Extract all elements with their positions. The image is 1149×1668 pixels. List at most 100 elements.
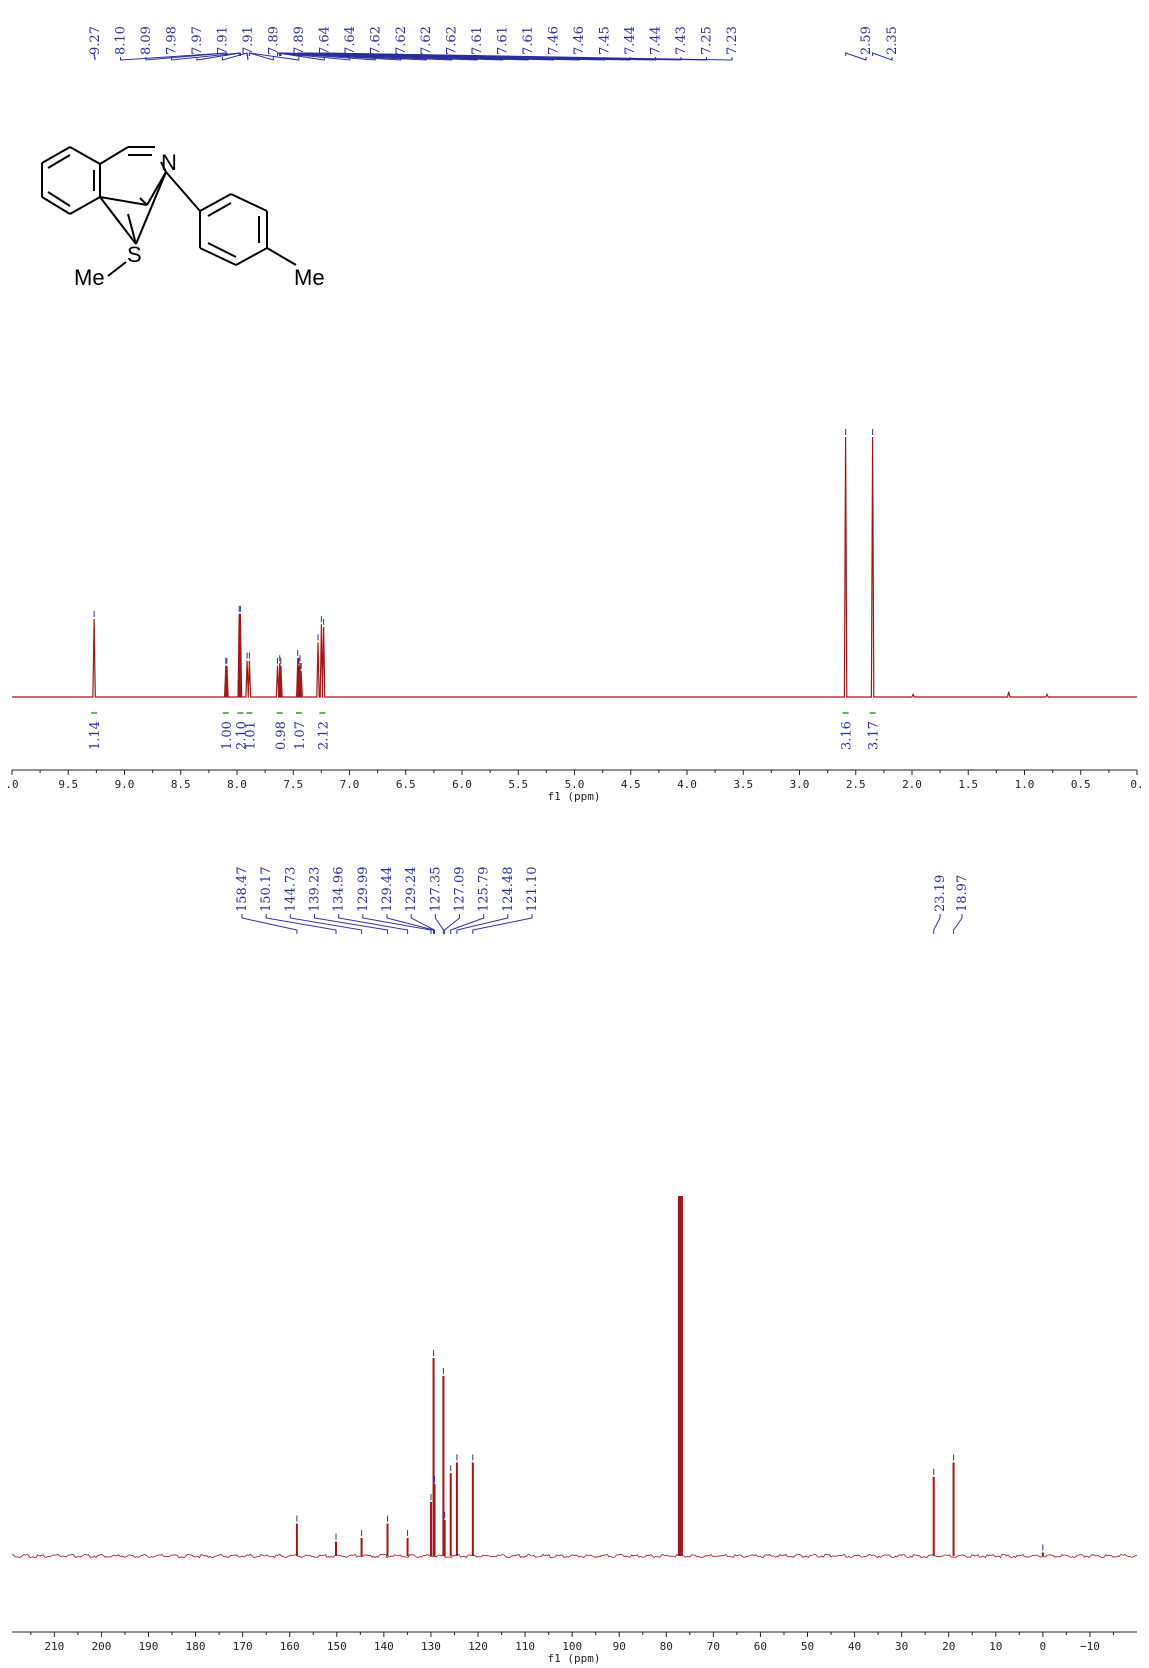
atom-sulfur: S bbox=[127, 242, 142, 267]
integral-label: 2.12 bbox=[317, 721, 332, 750]
x-tick-label: 60 bbox=[754, 1640, 767, 1653]
x-tick-label: 9.0 bbox=[115, 778, 135, 791]
peak-label: 121.10 bbox=[525, 867, 540, 913]
x-tick-label: 70 bbox=[707, 1640, 720, 1653]
peak-label: 8.09 bbox=[139, 26, 154, 55]
peak-connector bbox=[93, 52, 96, 61]
peak-label: 7.44 bbox=[623, 26, 638, 55]
x-tick-label: 200 bbox=[91, 1640, 111, 1653]
x-tick-label: 4.0 bbox=[677, 778, 697, 791]
carbon-nmr-spectrum: 158.47 150.17 144.73 139.23 134.96 129.99 129.… bbox=[11, 867, 1138, 1665]
peak-label: 139.23 bbox=[308, 867, 323, 913]
peak-label: 9.27 bbox=[88, 26, 103, 55]
x-tick-label: 8.0 bbox=[227, 778, 247, 791]
peak-label: 7.64 bbox=[343, 26, 358, 55]
x-tick-label: 210 bbox=[44, 1640, 64, 1653]
peak-label: 7.61 bbox=[496, 26, 511, 55]
peak-connector bbox=[314, 914, 388, 934]
peak-label: 158.47 bbox=[235, 867, 250, 913]
peak-label: 129.99 bbox=[356, 867, 371, 913]
x-tick-label: 9.5 bbox=[58, 778, 78, 791]
integral-label: 0.98 bbox=[274, 721, 289, 750]
x-tick-label: 7.0 bbox=[340, 778, 360, 791]
peak-connector bbox=[289, 914, 363, 934]
integral-label: 3.17 bbox=[867, 721, 882, 750]
peak-label: 129.44 bbox=[380, 867, 395, 913]
peak-label: 7.97 bbox=[190, 26, 205, 55]
x-tick-label: 1.0 bbox=[1015, 778, 1035, 791]
peak-connector bbox=[265, 914, 337, 934]
spectrum-trace bbox=[12, 436, 1137, 698]
peak-connector bbox=[845, 52, 867, 61]
x-tick-label: 4.5 bbox=[621, 778, 641, 791]
x-tick-label: 120 bbox=[468, 1640, 488, 1653]
x-tick-label: 2.5 bbox=[846, 778, 866, 791]
peak-label: 2.35 bbox=[885, 26, 900, 55]
x-tick-label: 6.5 bbox=[396, 778, 416, 791]
peak-label: 7.46 bbox=[547, 26, 562, 55]
peak-label: 127.35 bbox=[428, 867, 443, 913]
integral-label: 2.10 bbox=[234, 721, 249, 750]
molecule-structure bbox=[41, 146, 297, 277]
peak-label: 7.25 bbox=[700, 26, 715, 55]
x-tick-label: 130 bbox=[421, 1640, 441, 1653]
peak-connector bbox=[410, 914, 435, 934]
x-tick-label: 170 bbox=[233, 1640, 253, 1653]
peak-label: 8.10 bbox=[113, 26, 128, 55]
peak-label: 7.61 bbox=[470, 26, 485, 55]
x-tick-label: 0 bbox=[1040, 1640, 1047, 1653]
x-tick-label: 20 bbox=[942, 1640, 955, 1653]
peak-label: 125.79 bbox=[477, 867, 492, 913]
atom-methyl-s: Me bbox=[74, 265, 105, 290]
peak-label: 7.62 bbox=[445, 26, 460, 55]
x-tick-label: 180 bbox=[186, 1640, 206, 1653]
x-tick-label: 90 bbox=[613, 1640, 626, 1653]
peak-label: 7.64 bbox=[317, 26, 332, 55]
peak-connector bbox=[472, 914, 533, 934]
x-tick-label: 8.5 bbox=[171, 778, 191, 791]
x-tick-label: 50 bbox=[801, 1640, 814, 1653]
x-tick-label: 160 bbox=[280, 1640, 300, 1653]
peak-label: 129.24 bbox=[404, 867, 419, 913]
x-tick-label: −10 bbox=[1080, 1640, 1100, 1653]
x-tick-label: 30 bbox=[895, 1640, 908, 1653]
integral-label: 1.01 bbox=[243, 721, 258, 750]
peak-connector bbox=[246, 52, 249, 61]
peak-label: 7.91 bbox=[215, 26, 230, 55]
peak-label: 7.62 bbox=[419, 26, 434, 55]
peak-label: 23.19 bbox=[933, 875, 948, 912]
x-tick-label: 3.5 bbox=[733, 778, 753, 791]
peak-connector bbox=[444, 914, 460, 934]
peak-connector bbox=[323, 52, 733, 61]
peak-connector bbox=[338, 914, 409, 934]
noise-baseline bbox=[11, 1553, 1138, 1559]
peak-connector bbox=[450, 914, 485, 934]
x-tick-label: 0. bbox=[1130, 778, 1143, 791]
x-tick-label: 110 bbox=[515, 1640, 535, 1653]
x-tick-label: 6.0 bbox=[452, 778, 472, 791]
peak-connector bbox=[434, 914, 444, 934]
peak-label: 18.97 bbox=[955, 875, 970, 912]
peak-label: 7.89 bbox=[292, 26, 307, 55]
peak-label: 127.09 bbox=[453, 867, 468, 913]
peak-label: 7.62 bbox=[394, 26, 409, 55]
x-tick-label: 2.0 bbox=[902, 778, 922, 791]
proton-nmr-spectrum: 9.27 8.10 8.09 7.98 7.97 7.91 7.91 7.89 7.89 7.64… bbox=[5, 26, 1143, 803]
x-tick-label: 150 bbox=[327, 1640, 347, 1653]
peak-label: 7.98 bbox=[164, 26, 179, 55]
peak-connector bbox=[933, 914, 941, 934]
x-tick-label: .0 bbox=[5, 778, 18, 791]
peak-connector bbox=[170, 52, 240, 61]
x-tick-label: 190 bbox=[139, 1640, 159, 1653]
x-tick-label: 5.0 bbox=[565, 778, 585, 791]
peak-label: 7.91 bbox=[241, 26, 256, 55]
integral-label: 1.14 bbox=[88, 721, 103, 750]
x-tick-label: 100 bbox=[562, 1640, 582, 1653]
peak-connector bbox=[953, 914, 963, 934]
x-tick-label: 40 bbox=[848, 1640, 861, 1653]
peak-label: 7.45 bbox=[598, 26, 613, 55]
x-tick-label: 7.5 bbox=[283, 778, 303, 791]
atom-methyl-aryl: Me bbox=[294, 265, 325, 290]
x-tick-label: 3.0 bbox=[790, 778, 810, 791]
